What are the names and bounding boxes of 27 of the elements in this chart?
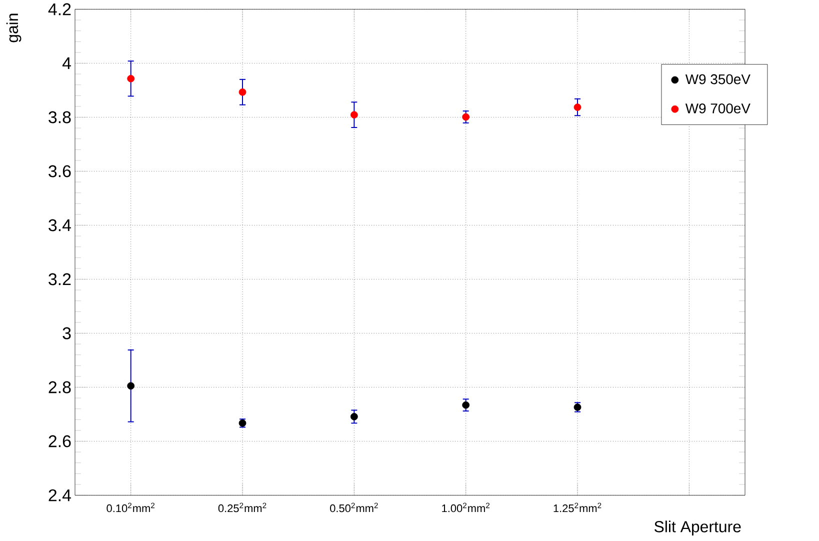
x-tick-label: 1.00$^{2}$mm$^{2}$	[442, 502, 490, 512]
y-tick-label: 2.4	[48, 489, 71, 502]
point	[127, 382, 135, 390]
point	[127, 74, 135, 82]
y-tick-label: 4	[62, 57, 71, 69]
point	[462, 401, 470, 409]
y-tick-label: 2.6	[48, 435, 71, 448]
legend-label: W9 350eV	[685, 74, 750, 84]
x-tick-label: 0.25$^{2}$mm$^{2}$	[218, 502, 266, 512]
x-axis-title: Slit Aperture	[654, 520, 741, 536]
y-tick-label: 3.6	[48, 165, 71, 178]
point	[350, 412, 358, 420]
point	[238, 88, 246, 96]
legend-label: W9 700eV	[685, 103, 750, 114]
x-tick-label: 0.10$^{2}$mm$^{2}$	[106, 502, 155, 512]
point	[574, 103, 582, 111]
y-tick-label: 3.4	[48, 219, 71, 232]
x-tick-label: 1.25$^{2}$mm$^{2}$	[554, 502, 602, 512]
y-tick-label: 3.2	[48, 273, 71, 286]
point	[350, 111, 358, 118]
y-tick-label: 4.2	[48, 3, 71, 16]
y-tick-label: 3	[62, 327, 71, 340]
point	[462, 113, 470, 121]
y-tick-label: 3.8	[48, 111, 71, 124]
y-axis-title: gain	[6, 14, 22, 42]
y-tick-label: 2.8	[48, 381, 71, 394]
x-tick-label: 0.50$^{2}$mm$^{2}$	[330, 502, 378, 512]
